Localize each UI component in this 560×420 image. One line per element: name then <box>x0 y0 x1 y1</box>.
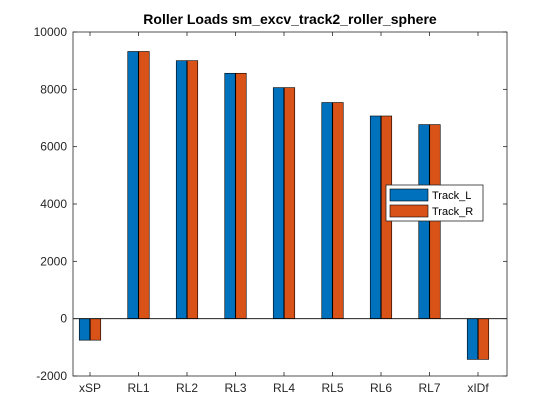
bar-track-l-rl4 <box>272 87 285 319</box>
bar-track-l-rl6 <box>369 115 382 319</box>
bar-track-r-rl3 <box>235 72 247 319</box>
x-tick-label: RL7 <box>418 381 440 395</box>
chart-title: Roller Loads sm_excv_track2_roller_spher… <box>143 11 437 27</box>
x-tick-label: xIDf <box>467 381 489 395</box>
y-tick-label: 4000 <box>40 197 67 211</box>
bar-track-l-xidf <box>466 318 479 360</box>
x-tick-label: RL6 <box>370 381 392 395</box>
legend-swatch-track-l <box>389 188 429 202</box>
bar-track-l-rl3 <box>224 72 236 319</box>
bar-track-r-rl4 <box>283 87 296 319</box>
ticks-layer: -2000 0 2000 4000 6000 8000 10000 xSP RL1 RL2 RL3 R… <box>34 25 507 395</box>
x-tick-label: RL2 <box>176 381 198 395</box>
bar-track-l-rl1 <box>127 51 139 319</box>
bar-track-r-rl7 <box>429 124 441 319</box>
legend-label-track-r: Track_R <box>432 206 473 218</box>
x-tick-label: RL3 <box>224 381 246 395</box>
bar-track-l-rl5 <box>321 102 333 319</box>
y-tick-label: 2000 <box>40 254 67 268</box>
y-tick-label: 0 <box>60 312 67 326</box>
bar-track-r-xidf <box>477 318 490 360</box>
bar-track-r-rl2 <box>186 60 199 319</box>
x-tick-label: RL1 <box>127 381 149 395</box>
y-tick-label: 6000 <box>40 140 67 154</box>
x-tick-label: xSP <box>79 381 101 395</box>
x-tick-label: RL5 <box>321 381 343 395</box>
legend-label-track-l: Track_L <box>432 190 471 202</box>
bar-track-r-rl5 <box>332 102 344 319</box>
bar-track-r-rl1 <box>138 51 150 319</box>
legend: Track_L Track_R <box>385 184 484 222</box>
y-tick-label: 8000 <box>40 82 67 96</box>
bar-track-r-xsp <box>89 318 102 341</box>
y-tick-label: -2000 <box>36 369 67 383</box>
bar-track-l-xsp <box>78 318 91 341</box>
bar-track-l-rl7 <box>418 124 430 319</box>
bar-track-l-rl2 <box>175 60 188 319</box>
x-tick-label: RL4 <box>273 381 295 395</box>
legend-swatch-track-r <box>389 204 429 218</box>
y-tick-label: 10000 <box>34 25 68 39</box>
